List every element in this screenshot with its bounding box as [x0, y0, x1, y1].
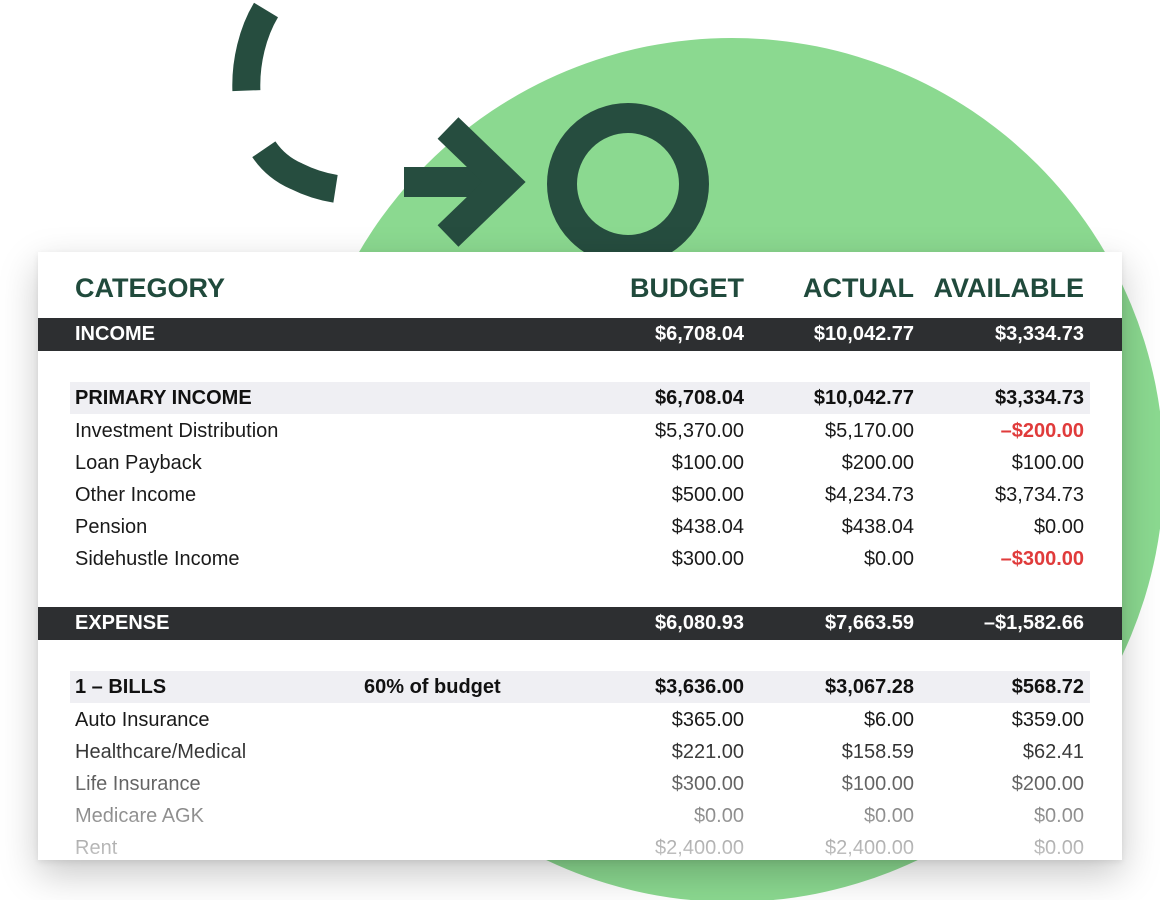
table-header: CATEGORY BUDGET ACTUAL AVAILABLE — [38, 268, 1122, 308]
expense-section-row[interactable]: EXPENSE $6,080.93 $7,663.59 –$1,582.66 — [38, 607, 1122, 640]
row-category: Investment Distribution — [75, 420, 279, 442]
table-row[interactable]: Pension $438.04 $438.04 $0.00 — [38, 511, 1122, 543]
group-actual: $3,067.28 — [825, 676, 914, 698]
row-available: $359.00 — [1011, 709, 1084, 731]
row-budget: $2,400.00 — [655, 837, 744, 859]
row-available: $3,734.73 — [995, 484, 1084, 506]
income-section-row[interactable]: INCOME $6,708.04 $10,042.77 $3,334.73 — [38, 318, 1122, 351]
expense-label: EXPENSE — [75, 612, 170, 634]
income-label: INCOME — [75, 323, 155, 345]
table-row[interactable]: Rent $2,400.00 $2,400.00 $0.00 — [38, 832, 1122, 860]
row-category: Auto Insurance — [75, 709, 210, 731]
row-category: Loan Payback — [75, 452, 202, 474]
arrow-right-icon — [404, 117, 526, 247]
row-available: $62.41 — [1022, 741, 1084, 763]
budget-table-card: CATEGORY BUDGET ACTUAL AVAILABLE INCOME … — [38, 252, 1122, 860]
primary-income-group-row[interactable]: PRIMARY INCOME $6,708.04 $10,042.77 $3,3… — [70, 382, 1090, 414]
income-budget: $6,708.04 — [655, 323, 744, 345]
row-actual: $2,400.00 — [825, 837, 914, 859]
table-row[interactable]: Sidehustle Income $300.00 $0.00 –$300.00 — [38, 543, 1122, 575]
row-actual: $200.00 — [841, 452, 914, 474]
row-available: –$300.00 — [1000, 548, 1084, 570]
row-actual: $100.00 — [841, 773, 914, 795]
group-budget: $3,636.00 — [655, 676, 744, 698]
row-available: $100.00 — [1011, 452, 1084, 474]
row-budget: $365.00 — [671, 709, 744, 731]
expense-actual: $7,663.59 — [825, 612, 914, 634]
table-row[interactable]: Other Income $500.00 $4,234.73 $3,734.73 — [38, 479, 1122, 511]
row-category: Rent — [75, 837, 118, 859]
row-actual: $438.04 — [841, 516, 914, 538]
row-budget: $300.00 — [671, 773, 744, 795]
row-category: Pension — [75, 516, 148, 538]
row-category: Other Income — [75, 484, 197, 506]
row-actual: $6.00 — [863, 709, 914, 731]
table-row[interactable]: Medicare AGK $0.00 $0.00 $0.00 — [38, 800, 1122, 832]
circle-icon — [547, 103, 709, 265]
row-actual: $4,234.73 — [825, 484, 914, 506]
group-budget: $6,708.04 — [655, 387, 744, 409]
row-actual: $5,170.00 — [825, 420, 914, 442]
row-budget: $5,370.00 — [655, 420, 744, 442]
row-budget: $100.00 — [671, 452, 744, 474]
row-available: $0.00 — [1033, 805, 1084, 827]
row-available: $0.00 — [1033, 516, 1084, 538]
group-label: 1 – BILLS — [75, 676, 167, 698]
bills-group-row[interactable]: 1 – BILLS 60% of budget $3,636.00 $3,067… — [70, 671, 1090, 703]
budget-percentage-note: 60% of budget — [364, 676, 501, 698]
row-available: $200.00 — [1011, 773, 1084, 795]
row-actual: $158.59 — [841, 741, 914, 763]
table-row[interactable]: Auto Insurance $365.00 $6.00 $359.00 — [38, 704, 1122, 736]
group-actual: $10,042.77 — [813, 387, 914, 409]
group-available: $3,334.73 — [995, 387, 1084, 409]
group-label: PRIMARY INCOME — [75, 387, 252, 409]
row-budget: $300.00 — [671, 548, 744, 570]
expense-budget: $6,080.93 — [655, 612, 744, 634]
row-budget: $500.00 — [671, 484, 744, 506]
table-row[interactable]: Loan Payback $100.00 $200.00 $100.00 — [38, 447, 1122, 479]
row-actual: $0.00 — [863, 548, 914, 570]
row-category: Healthcare/Medical — [75, 741, 247, 763]
row-available: –$200.00 — [1000, 420, 1084, 442]
row-category: Sidehustle Income — [75, 548, 240, 570]
column-header-category[interactable]: CATEGORY — [75, 273, 226, 303]
row-budget: $0.00 — [693, 805, 744, 827]
income-actual: $10,042.77 — [813, 323, 914, 345]
row-budget: $221.00 — [671, 741, 744, 763]
row-budget: $438.04 — [671, 516, 744, 538]
table-row[interactable]: Investment Distribution $5,370.00 $5,170… — [38, 415, 1122, 447]
row-category: Life Insurance — [75, 773, 201, 795]
column-header-budget[interactable]: BUDGET — [630, 273, 744, 303]
column-header-actual[interactable]: ACTUAL — [803, 273, 914, 303]
group-available: $568.72 — [1011, 676, 1084, 698]
table-row[interactable]: Life Insurance $300.00 $100.00 $200.00 — [38, 768, 1122, 800]
column-header-available[interactable]: AVAILABLE — [933, 273, 1085, 303]
row-available: $0.00 — [1033, 837, 1084, 859]
table-row[interactable]: Healthcare/Medical $221.00 $158.59 $62.4… — [38, 736, 1122, 768]
income-available: $3,334.73 — [995, 323, 1084, 345]
row-actual: $0.00 — [863, 805, 914, 827]
dashed-arc-icon — [232, 2, 351, 204]
expense-available: –$1,582.66 — [983, 612, 1084, 634]
row-category: Medicare AGK — [75, 805, 204, 827]
